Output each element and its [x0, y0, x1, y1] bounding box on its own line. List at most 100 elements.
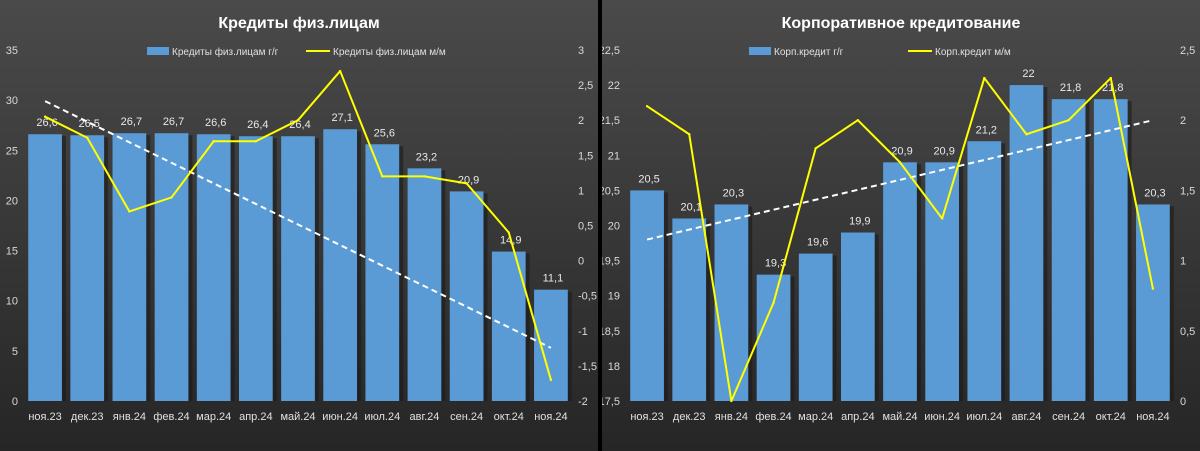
- left-axis-tick: 21: [608, 150, 620, 162]
- x-axis-label: окт.24: [494, 411, 524, 423]
- mom-series-point: [1109, 76, 1112, 80]
- chart-corporate-loans: Корпоративное кредитование Корп.кредит г/…: [602, 0, 1200, 451]
- legend-bar-label: Кредиты физ.лицам г/г: [172, 46, 279, 58]
- mom-series-point: [688, 133, 691, 136]
- bar: [365, 144, 400, 402]
- left-axis-tick: 0: [12, 396, 18, 408]
- left-axis-tick: 22: [608, 80, 620, 92]
- x-axis-label: июл.24: [364, 411, 400, 423]
- bar-data-label: 21,8: [1060, 82, 1081, 94]
- x-axis-label: июл.24: [966, 411, 1002, 423]
- right-axis-tick: -1: [578, 326, 588, 338]
- mom-series-point: [549, 378, 553, 382]
- trend-line: [44, 100, 552, 349]
- legend-bar-label: Корп.кредит г/г: [774, 47, 844, 58]
- x-axis-label: фев.24: [755, 411, 791, 423]
- legend: Корп.кредит г/г Корп.кредит м/м: [749, 47, 1011, 58]
- bar: [323, 129, 358, 401]
- x-axis-label: апр.24: [841, 411, 874, 423]
- bar-data-label: 20,5: [638, 173, 659, 185]
- x-axis-label: ноя.24: [1136, 411, 1169, 423]
- mom-series-point: [128, 210, 131, 213]
- mom-series-point: [507, 231, 510, 234]
- left-axis-tick: 20: [608, 221, 620, 233]
- legend: Кредиты физ.лицам г/г Кредиты физ.лицам м…: [147, 46, 446, 58]
- bar: [407, 168, 442, 401]
- bar: [112, 133, 147, 402]
- mom-series-point: [212, 140, 215, 143]
- right-axis-tick: 2: [1180, 115, 1186, 127]
- mom-series-point: [730, 399, 733, 403]
- bar: [1093, 99, 1128, 401]
- left-axis-tick: 20,5: [602, 185, 620, 197]
- mom-series-point: [381, 175, 384, 178]
- bar-data-label: 21,2: [976, 124, 997, 136]
- right-axis-tick: 0: [578, 256, 584, 268]
- mom-series-point: [86, 136, 89, 139]
- right-axis-tick: 1: [578, 185, 584, 197]
- bar-data-label: 11,1: [543, 273, 564, 285]
- bar: [1051, 99, 1086, 401]
- bar: [449, 191, 484, 401]
- right-axis-tick: 1,5: [1180, 185, 1195, 197]
- x-axis-label: янв.24: [715, 411, 748, 423]
- legend-bar-swatch: [147, 47, 169, 55]
- x-axis-label: фев.24: [153, 411, 189, 423]
- bar-data-label: 20,9: [933, 145, 954, 157]
- bar-data-label: 19,3: [765, 258, 786, 270]
- bar-data-label: 22: [1022, 68, 1034, 80]
- bar-data-label: 26,5: [79, 118, 100, 130]
- x-axis-label: ноя.23: [28, 411, 61, 423]
- mom-series-point: [645, 104, 649, 108]
- x-axis-label: авг.24: [409, 411, 439, 423]
- bar-data-label: 20,1: [681, 201, 702, 213]
- x-axis-label: сен.24: [1052, 411, 1085, 423]
- right-axis-tick: 1: [1180, 256, 1186, 268]
- right-axis-tick: 0: [1180, 396, 1186, 408]
- x-axis-label: ноя.23: [630, 411, 663, 423]
- chart-title: Корпоративное кредитование: [782, 15, 1021, 32]
- bar: [798, 253, 833, 401]
- x-axis-label: май.24: [280, 411, 315, 423]
- left-axis-tick: 19: [608, 291, 620, 303]
- right-axis-tick: 2,5: [1180, 45, 1195, 57]
- mom-series-point: [254, 140, 258, 143]
- bar-data-label: 25,6: [374, 127, 395, 139]
- right-axis-tick: 2: [578, 115, 584, 127]
- bar: [281, 136, 315, 401]
- mom-series-point: [43, 115, 47, 118]
- right-axis-tick: 3: [578, 45, 584, 57]
- bar: [196, 134, 231, 402]
- bar: [672, 218, 707, 401]
- mom-series-point: [898, 161, 902, 164]
- x-axis-label: окт.24: [1096, 411, 1126, 423]
- legend-line-label: Кредиты физ.лицам м/м: [333, 46, 446, 58]
- bar: [154, 133, 189, 402]
- chart-title: Кредиты физ.лицам: [218, 15, 379, 32]
- bar-data-label: 20,9: [891, 145, 912, 157]
- mom-series-point: [1067, 119, 1070, 122]
- bar-data-label: 26,6: [36, 117, 57, 129]
- mom-series-point: [940, 217, 944, 220]
- bar-data-label: 19,9: [849, 216, 870, 228]
- mom-series-point: [1025, 133, 1028, 136]
- bar-data-label: 27,1: [331, 112, 352, 124]
- bar: [967, 141, 1002, 401]
- bar: [756, 274, 791, 401]
- x-axis-label: янв.24: [113, 411, 146, 423]
- x-axis-label: сен.24: [450, 411, 483, 423]
- x-axis-label: апр.24: [239, 411, 272, 423]
- left-axis-tick: 5: [12, 346, 18, 358]
- bar-data-label: 26,4: [247, 119, 268, 131]
- bar: [534, 289, 568, 401]
- x-axis-label: июн.24: [322, 411, 358, 423]
- bar-data-label: 20,3: [723, 187, 744, 199]
- left-axis-tick: 15: [6, 246, 18, 258]
- bar: [28, 134, 62, 402]
- x-axis-label: дек.23: [673, 411, 706, 423]
- right-axis-tick: -1,5: [578, 361, 597, 373]
- x-axis-label: ноя.24: [534, 411, 567, 423]
- bar: [238, 136, 273, 401]
- bar-data-label: 19,6: [807, 237, 828, 249]
